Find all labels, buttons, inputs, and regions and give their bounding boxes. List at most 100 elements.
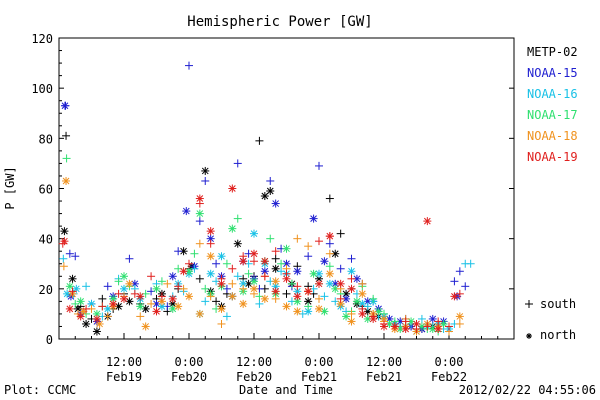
data-point-south <box>59 254 68 263</box>
data-point-north <box>136 302 145 311</box>
data-point-south <box>174 282 183 291</box>
data-point-south <box>369 294 378 303</box>
data-point-south <box>201 176 210 185</box>
data-point-south <box>466 259 475 268</box>
data-point-north <box>152 284 161 293</box>
data-point-north <box>157 297 166 306</box>
data-point-north <box>347 284 356 293</box>
data-point-south <box>455 267 464 276</box>
data-point-north <box>195 309 204 318</box>
data-point-south <box>206 239 215 248</box>
data-point-south <box>304 252 313 261</box>
data-point-south <box>255 136 264 145</box>
data-point-south <box>282 289 291 298</box>
y-tick-label: 100 <box>31 82 53 96</box>
data-point-north <box>304 287 313 296</box>
data-point-north <box>65 304 74 313</box>
data-point-south <box>125 254 134 263</box>
x-axis-label: Date and Time <box>239 383 333 397</box>
data-point-north <box>168 272 177 281</box>
data-point-south <box>62 131 71 140</box>
data-point-south <box>287 279 296 288</box>
data-point-north <box>282 244 291 253</box>
data-point-north <box>320 257 329 266</box>
data-point-south <box>68 287 77 296</box>
data-point-north <box>174 302 183 311</box>
data-point-north <box>325 279 334 288</box>
data-point-south <box>250 257 258 266</box>
data-point-south <box>201 284 210 293</box>
data-point-south <box>266 176 275 185</box>
data-point-south <box>266 234 275 243</box>
data-point-north <box>239 299 248 308</box>
data-point-north <box>217 304 226 313</box>
data-point-south <box>325 262 334 271</box>
data-point-south <box>147 272 156 281</box>
data-point-north <box>206 227 215 236</box>
data-point-north <box>266 187 275 196</box>
x-tick-label-date: Feb20 <box>171 370 207 384</box>
data-point-north <box>92 309 101 318</box>
y-axis-label: P [GW] <box>3 166 17 209</box>
y-tick-label: 60 <box>39 183 53 197</box>
data-point-north <box>271 277 280 286</box>
data-point-north <box>217 252 226 261</box>
data-point-south <box>325 249 334 258</box>
data-point-north <box>60 237 69 246</box>
data-point-south <box>434 317 443 326</box>
data-point-south <box>401 317 410 326</box>
data-point-north <box>271 264 280 273</box>
data-point-north <box>347 267 356 276</box>
data-point-south <box>185 259 193 268</box>
data-point-north <box>206 252 215 261</box>
x-tick-label-date: Feb19 <box>106 370 142 384</box>
data-point-south <box>336 294 345 303</box>
data-point-south <box>244 269 253 278</box>
data-point-north <box>68 274 77 283</box>
data-point-north <box>185 292 193 301</box>
data-point-north <box>120 294 128 303</box>
data-point-south <box>206 292 215 301</box>
data-point-south <box>222 259 231 268</box>
data-point-south <box>195 217 204 226</box>
y-axis-ticks: 0 20 40 60 80 100 120 <box>31 32 514 347</box>
data-point-north <box>428 314 437 323</box>
legend-entry: NOAA-17 <box>527 108 578 122</box>
legend-entry: NOAA-16 <box>527 87 578 101</box>
plot-credit: Plot: CCMC <box>4 383 76 397</box>
data-point-north <box>325 269 334 278</box>
data-point-south <box>62 154 71 163</box>
data-point-north <box>282 302 291 311</box>
data-point-north <box>293 292 302 301</box>
y-tick-label: 40 <box>39 233 53 247</box>
data-point-south <box>59 262 68 271</box>
data-point-north <box>250 229 258 238</box>
x-tick-label-time: 0:00 <box>435 355 464 369</box>
data-point-south <box>455 319 464 328</box>
data-point-north <box>195 209 204 218</box>
y-tick-label: 0 <box>46 333 53 347</box>
legend-entry: NOAA-19 <box>527 150 578 164</box>
data-point-north <box>450 292 459 301</box>
data-point-south <box>136 312 145 321</box>
marker-key: south north <box>525 297 576 342</box>
data-point-south <box>98 294 107 303</box>
data-point-north <box>206 269 215 278</box>
data-point-south <box>461 282 470 291</box>
data-point-north <box>293 267 302 276</box>
data-point-south <box>157 277 166 286</box>
data-point-south <box>233 272 242 281</box>
x-tick-label-time: 0:00 <box>175 355 204 369</box>
data-point-south <box>423 322 432 331</box>
x-tick-label-date: Feb22 <box>431 370 467 384</box>
data-points <box>58 61 475 336</box>
data-point-south <box>325 239 334 248</box>
x-tick-label-date: Feb20 <box>236 370 272 384</box>
data-point-south <box>228 264 237 273</box>
data-point-north <box>195 194 204 203</box>
data-point-north <box>336 279 345 288</box>
legend-entry: METP-02 <box>527 45 578 59</box>
data-point-north <box>358 289 367 298</box>
data-point-north <box>60 101 69 110</box>
